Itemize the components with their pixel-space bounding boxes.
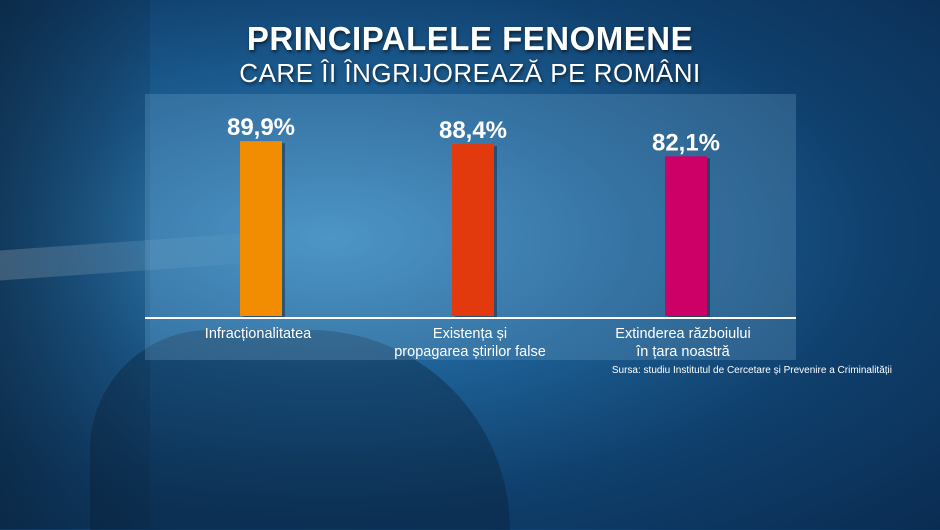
value-label-2: 88,4% — [439, 117, 507, 144]
bar-2 — [452, 144, 494, 316]
category-label-2: Existența și — [433, 326, 507, 342]
bar-3 — [665, 156, 707, 316]
category-label-2: propagarea știrilor false — [394, 344, 546, 360]
chart-title: PRINCIPALELE FENOMENE — [246, 20, 694, 57]
bar-1 — [240, 141, 282, 316]
value-label-1: 89,9% — [227, 114, 295, 141]
category-label-1: Infracționalitatea — [205, 326, 312, 342]
value-label-3: 82,1% — [652, 129, 720, 156]
category-label-3: Extinderea războiului — [615, 326, 750, 342]
category-label-3: în țara noastră — [635, 344, 730, 360]
source-note: Sursa: studiu Institutul de Cercetare și… — [611, 365, 892, 376]
chart-subtitle: CARE ÎI ÎNGRIJOREAZĂ PE ROMÂNI — [239, 58, 701, 88]
